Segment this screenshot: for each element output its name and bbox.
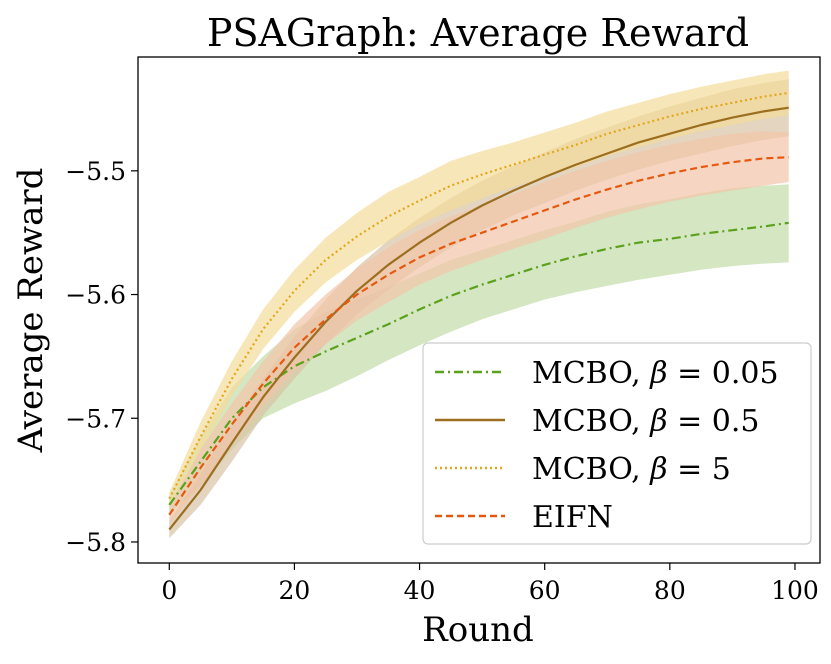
- band-mcbo-beta-5: [169, 70, 789, 505]
- y-tick-label: −5.8: [65, 528, 126, 557]
- x-tick-label: 40: [404, 576, 436, 605]
- y-axis-label: Average Reward: [11, 168, 51, 454]
- chart-title: PSAGraph: Average Reward: [207, 11, 749, 55]
- x-axis-label: Round: [422, 610, 534, 650]
- y-tick-label: −5.6: [65, 281, 126, 310]
- legend: MCBO, β = 0.05 MCBO, β = 0.5 MCBO, β = 5 EI…: [422, 342, 812, 545]
- band-eifn: [169, 131, 789, 524]
- x-tick-label: 80: [654, 576, 686, 605]
- legend-label-mcbo-beta-5: MCBO, β = 5: [532, 452, 731, 487]
- y-tick-label: −5.7: [65, 404, 126, 433]
- series-line-eifn: [168, 156, 789, 516]
- series-line-mcbo-beta-5: [168, 91, 789, 500]
- x-tick-label: 0: [161, 576, 177, 605]
- plot-frame: [137, 56, 821, 564]
- y-tick-label: −5.5: [65, 157, 126, 186]
- band-mcbo-beta-0-05: [169, 184, 789, 514]
- series-line-mcbo-beta-0-05: [168, 221, 789, 506]
- legend-label-mcbo-beta-0-5: MCBO, β = 0.5: [532, 404, 759, 439]
- legend-box: [422, 342, 812, 545]
- legend-label-mcbo-beta-0-05: MCBO, β = 0.05: [532, 356, 779, 391]
- series-line-mcbo-beta-0-5: [168, 106, 789, 531]
- x-tick-label: 100: [771, 576, 819, 605]
- x-tick-label: 60: [529, 576, 561, 605]
- legend-label-eifn: EIFN: [532, 500, 613, 535]
- x-tick-label: 20: [279, 576, 311, 605]
